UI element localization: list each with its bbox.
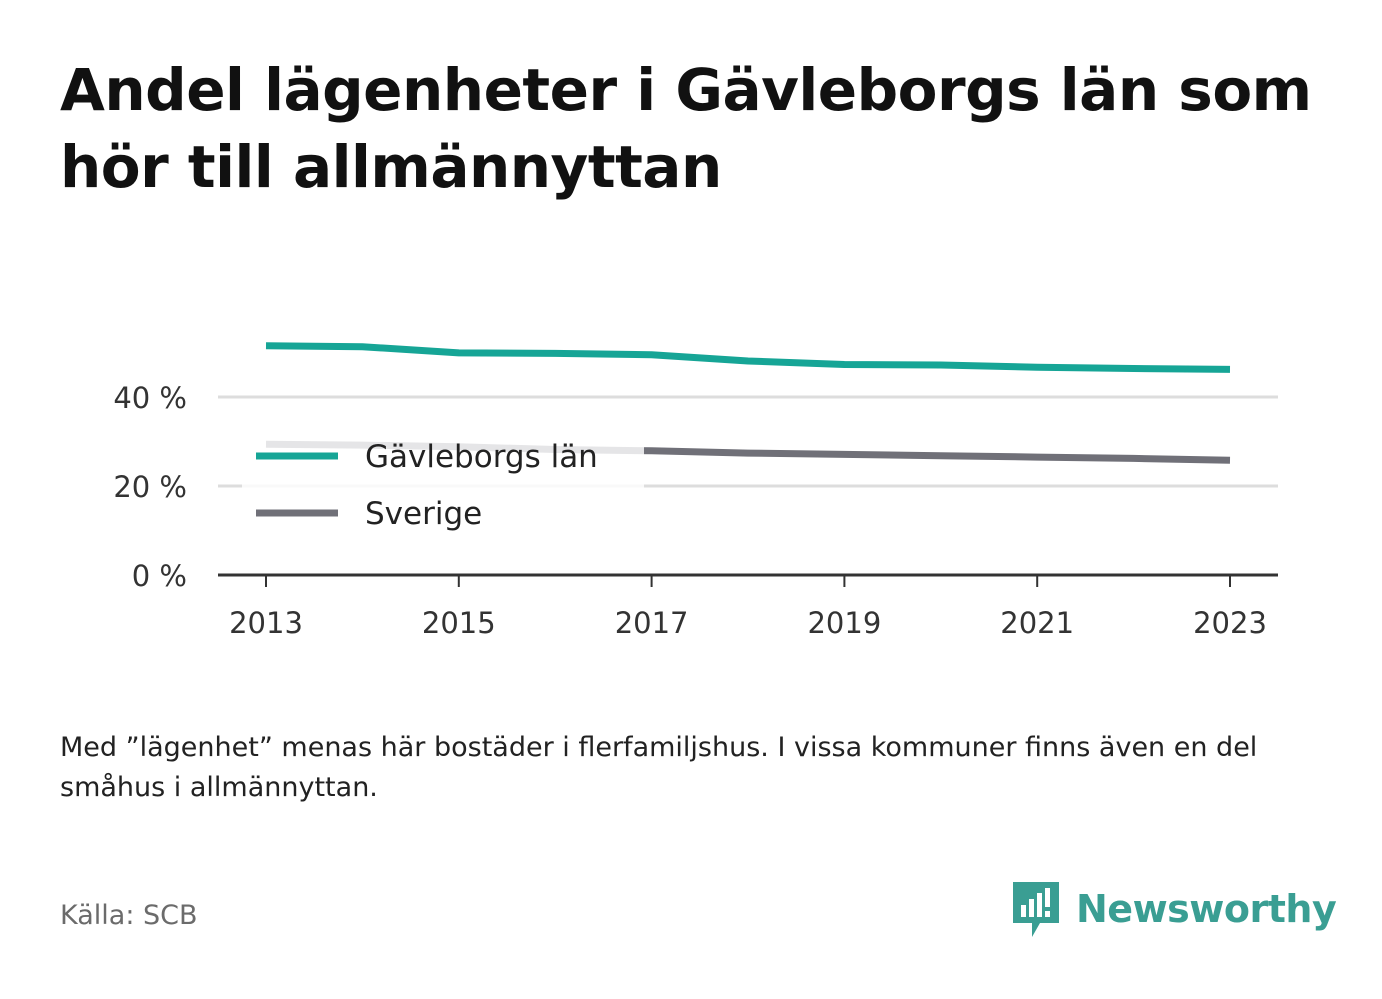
line-chart: 0 % 20 % 40 % 2013 2015 2017 2019 2021 2023 Gäv… [113,342,1278,640]
x-tick-label: 2015 [422,606,496,640]
source-label: Källa: SCB [60,900,198,931]
x-tick-label: 2023 [1193,606,1267,640]
x-tick-label: 2019 [807,606,881,640]
x-tick-label: 2021 [1000,606,1074,640]
legend: Gävleborgs län Sverige [242,428,644,546]
x-tick-label: 2013 [229,606,303,640]
y-tick-label: 40 % [113,381,187,415]
brand-logo: Newsworthy [1010,878,1337,940]
x-tick-label: 2017 [615,606,689,640]
chart-title: Andel lägenheter i Gävleborgs län som hö… [60,56,1312,201]
footnote: Med ”lägenhet” menas här bostäder i fler… [60,732,1258,803]
legend-label: Sverige [365,496,482,532]
newsworthy-logo-icon [1010,879,1062,939]
brand-name: Newsworthy [1076,887,1337,931]
legend-background [242,428,644,546]
y-tick-label: 0 % [132,559,187,593]
legend-label: Gävleborgs län [365,439,598,475]
y-axis-ticks: 0 % 20 % 40 % [113,381,187,593]
x-axis: 2013 2015 2017 2019 2021 2023 [218,573,1278,640]
series-line-gavleborgs-lan [265,342,1231,373]
y-tick-label: 20 % [113,470,187,504]
